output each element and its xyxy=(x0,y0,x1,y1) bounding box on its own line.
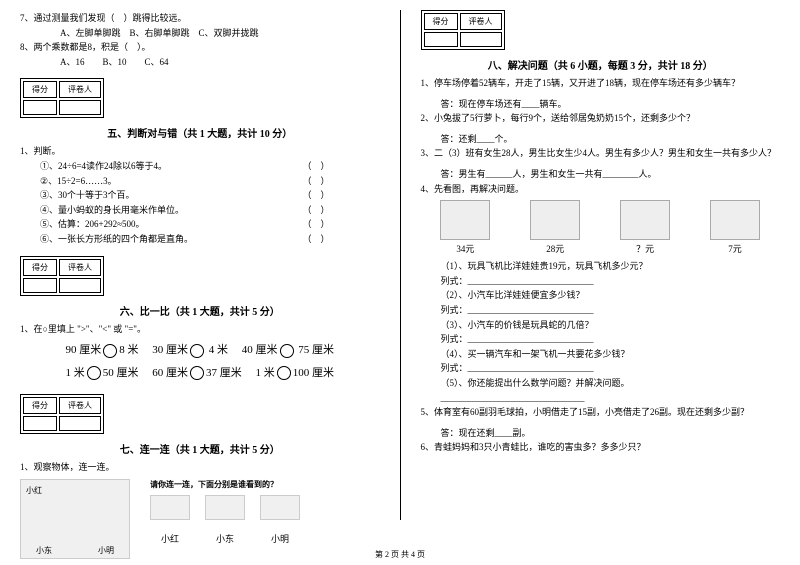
score-label: 得分 xyxy=(424,13,458,30)
toy-plane: ？元 xyxy=(620,200,670,255)
q4-sub: 列式：____________________________ xyxy=(441,304,781,317)
sec7-title: 七、连一连（共 1 大题，共计 5 分） xyxy=(20,441,380,456)
q4-sub: （4）、买一辆汽车和一架飞机一共要花多少钱？ xyxy=(441,348,781,361)
sec6-lead: 1、在○里填上 ">"、"<" 或 "="。 xyxy=(20,323,380,336)
reviewer-label: 评卷人 xyxy=(59,397,101,414)
q4-sub: ________________________________ xyxy=(441,392,781,405)
reviewer-label: 评卷人 xyxy=(59,259,101,276)
score-label: 得分 xyxy=(23,259,57,276)
q8-opts: A、16 B、10 C、64 xyxy=(60,56,380,69)
score-label: 得分 xyxy=(23,81,57,98)
sec5-lead: 1、判断。 xyxy=(20,145,380,158)
helicopter-icon xyxy=(620,200,670,240)
snake-icon xyxy=(710,200,760,240)
sec8-title: 八、解决问题（共 6 小题，每题 3 分，共计 18 分） xyxy=(421,57,781,72)
q4-sub: 列式：____________________________ xyxy=(441,333,781,346)
sec5-item: ①、24÷6=4读作24除以6等于4。（ ） xyxy=(40,160,380,173)
toy-doll: 34元 xyxy=(440,200,490,255)
q8-1-ans: 答：现在停车场还有____辆车。 xyxy=(441,98,781,111)
q4-sub: （2）、小汽车比洋娃娃便宜多少钱？ xyxy=(441,289,781,302)
reviewer-label: 评卷人 xyxy=(59,81,101,98)
q8-2: 2、小兔拔了5行萝卜，每行9个，送给邻居兔奶奶15个，还剩多少个？ xyxy=(421,112,781,125)
doll-icon xyxy=(440,200,490,240)
toy-car: 28元 xyxy=(530,200,580,255)
q4-sub: （3）、小汽车的价钱是玩具蛇的几倍？ xyxy=(441,319,781,332)
q8-5-ans: 答：现在还剩____副。 xyxy=(441,427,781,440)
q8-1: 1、停车场停着52辆车，开走了15辆，又开进了18辆，现在停车场还有多少辆车？ xyxy=(421,77,781,90)
sec5-item: ⑤、估算：206+292≈500。（ ） xyxy=(40,218,380,231)
sec5-item: ⑥、一张长方形纸的四个角都是直角。（ ） xyxy=(40,233,380,246)
compare-row-1: 90 厘米8 米 30 厘米 4 米 40 厘米 75 厘米 xyxy=(20,341,380,357)
q4-sub: 列式：____________________________ xyxy=(441,362,781,375)
score-box-5: 得分 评卷人 xyxy=(20,78,104,118)
left-column: 7、通过测量我们发现（ ）跳得比较远。 A、左脚单脚跳 B、右脚单脚跳 C、双脚… xyxy=(20,10,380,561)
sec5-item: ④、量小蚂蚁的身长用毫米作单位。（ ） xyxy=(40,204,380,217)
car-icon xyxy=(530,200,580,240)
q8-5: 5、体育室有60副羽毛球拍，小明借走了15副，小亮借走了26副。现在还剩多少副？ xyxy=(421,406,781,419)
sec7-lead: 1、观察物体，连一连。 xyxy=(20,461,380,474)
score-label: 得分 xyxy=(23,397,57,414)
score-box-8: 得分 评卷人 xyxy=(421,10,505,50)
score-box-7: 得分 评卷人 xyxy=(20,394,104,434)
q8-3: 3、二（3）班有女生28人，男生比女生少4人。男生有多少人？男生和女生一共有多少… xyxy=(421,147,781,160)
sec5-title: 五、判断对与错（共 1 大题，共计 10 分） xyxy=(20,125,380,140)
q8-4: 4、先看图，再解决问题。 xyxy=(421,183,781,196)
q8-text: 8、两个乘数都是8，积是（ ）。 xyxy=(20,41,380,54)
q4-sub: 列式：____________________________ xyxy=(441,275,781,288)
page-footer: 第 2 页 共 4 页 xyxy=(0,549,800,560)
sec5-item: ②、15÷2=6……3。（ ） xyxy=(40,175,380,188)
q8-6: 6、青蛙妈妈和3只小青蛙比，谁吃的害虫多？多多少只？ xyxy=(421,441,781,454)
toy-snake: 7元 xyxy=(710,200,760,255)
q4-sub: （5）、你还能提出什么数学问题？并解决问题。 xyxy=(441,377,781,390)
compare-row-2: 1 米50 厘米 60 厘米37 厘米 1 米100 厘米 xyxy=(20,364,380,380)
right-column: 得分 评卷人 八、解决问题（共 6 小题，每题 3 分，共计 18 分） 1、停… xyxy=(421,10,781,561)
page-container: 7、通过测量我们发现（ ）跳得比较远。 A、左脚单脚跳 B、右脚单脚跳 C、双脚… xyxy=(20,10,780,561)
score-box-6: 得分 评卷人 xyxy=(20,256,104,296)
q8-3-ans: 答：男生有______人，男生和女生一共有________人。 xyxy=(441,168,781,181)
q4-sub: （1）、玩具飞机比洋娃娃贵19元，玩具飞机多少元？ xyxy=(441,260,781,273)
q7-opts: A、左脚单脚跳 B、右脚单脚跳 C、双脚并拢跳 xyxy=(60,27,380,40)
reviewer-label: 评卷人 xyxy=(460,13,502,30)
sec6-title: 六、比一比（共 1 大题，共计 5 分） xyxy=(20,303,380,318)
toy-row: 34元 28元 ？元 7元 xyxy=(421,200,781,255)
column-divider xyxy=(400,10,401,520)
q8-2-ans: 答：还剩____个。 xyxy=(441,133,781,146)
sec5-item: ③、30个十等于3个百。（ ） xyxy=(40,189,380,202)
q7-text: 7、通过测量我们发现（ ）跳得比较远。 xyxy=(20,12,380,25)
